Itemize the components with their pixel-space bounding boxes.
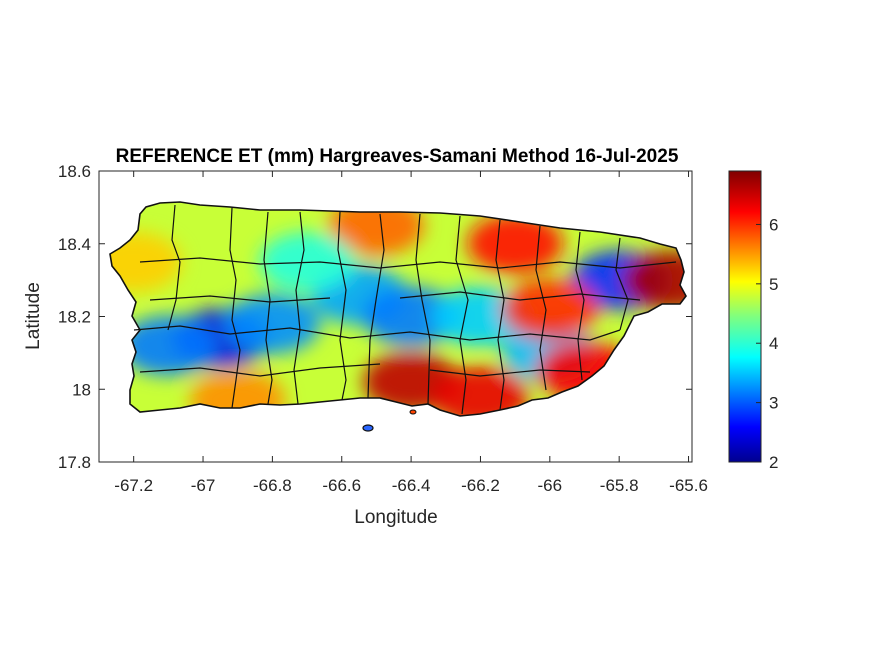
y-tick-label: 18.2 bbox=[58, 308, 91, 327]
colorbar-tick-label: 2 bbox=[769, 453, 778, 472]
y-tick-label: 17.8 bbox=[58, 453, 91, 472]
x-tick-label: -67.2 bbox=[114, 476, 153, 495]
heat-hotspot-2 bbox=[224, 293, 321, 354]
x-tick-label: -66.2 bbox=[461, 476, 500, 495]
colorbar-tick-label: 3 bbox=[769, 394, 778, 413]
islet-south bbox=[409, 409, 417, 415]
municipality-line-1 bbox=[229, 207, 241, 409]
municipality-line-8 bbox=[495, 219, 505, 411]
heat-hotspot-1 bbox=[120, 315, 217, 376]
heat-hotspot-14 bbox=[110, 231, 182, 292]
municipality-line-6 bbox=[415, 213, 431, 405]
municipality-line-17 bbox=[399, 291, 641, 301]
y-tick-label: 18.4 bbox=[58, 235, 91, 254]
x-axis-label: Longitude bbox=[354, 507, 437, 528]
municipality-line-10 bbox=[575, 231, 585, 381]
municipality-line-11 bbox=[615, 237, 629, 331]
caja-de-muertos-islet bbox=[362, 424, 374, 432]
municipality-line-2 bbox=[263, 211, 273, 405]
municipality-line-15 bbox=[429, 369, 591, 377]
colorbar-ticks: 2 3 4 5 6 bbox=[756, 215, 778, 472]
municipality-line-9 bbox=[535, 225, 547, 391]
y-axis-label: Latitude bbox=[23, 282, 44, 350]
puerto-rico-coastline bbox=[109, 201, 687, 417]
municipality-boundaries bbox=[133, 204, 677, 415]
x-tick-label: -67 bbox=[191, 476, 216, 495]
x-tick-label: -66.6 bbox=[322, 476, 361, 495]
heat-hotspot-4 bbox=[363, 286, 460, 347]
x-tick-label: -66 bbox=[538, 476, 563, 495]
municipality-line-13 bbox=[133, 325, 621, 341]
x-tick-label: -66.8 bbox=[253, 476, 292, 495]
municipality-line-0 bbox=[167, 204, 181, 331]
municipality-line-4 bbox=[337, 211, 347, 401]
colorbar-tick-label: 6 bbox=[769, 215, 778, 234]
colorbar bbox=[728, 170, 762, 463]
municipality-line-14 bbox=[139, 363, 381, 377]
municipality-line-5 bbox=[367, 213, 385, 399]
y-tick-label: 18.6 bbox=[58, 162, 91, 181]
chart-title: REFERENCE ET (mm) Hargreaves-Samani Meth… bbox=[116, 146, 679, 167]
y-axis-ticks: 17.8 18 18.2 18.4 18.6 bbox=[58, 162, 692, 472]
x-tick-label: -65.8 bbox=[600, 476, 639, 495]
municipality-line-12 bbox=[139, 257, 677, 269]
heat-hotspot-12 bbox=[467, 213, 564, 274]
x-axis-ticks: -67.2 -67 -66.8 -66.6 -66.4 -66.2 -66 -65.8 -65.… bbox=[114, 171, 708, 495]
colorbar-tick-label: 5 bbox=[769, 275, 778, 294]
heat-hotspot-16 bbox=[501, 279, 598, 340]
municipality-line-16 bbox=[149, 295, 331, 303]
municipality-line-7 bbox=[455, 215, 469, 415]
colorbar-tick-label: 4 bbox=[769, 334, 778, 353]
municipality-line-3 bbox=[293, 211, 305, 405]
y-tick-label: 18 bbox=[72, 380, 91, 399]
heat-hotspot-10 bbox=[623, 250, 686, 311]
x-tick-label: -66.4 bbox=[392, 476, 431, 495]
x-tick-label: -65.6 bbox=[669, 476, 708, 495]
